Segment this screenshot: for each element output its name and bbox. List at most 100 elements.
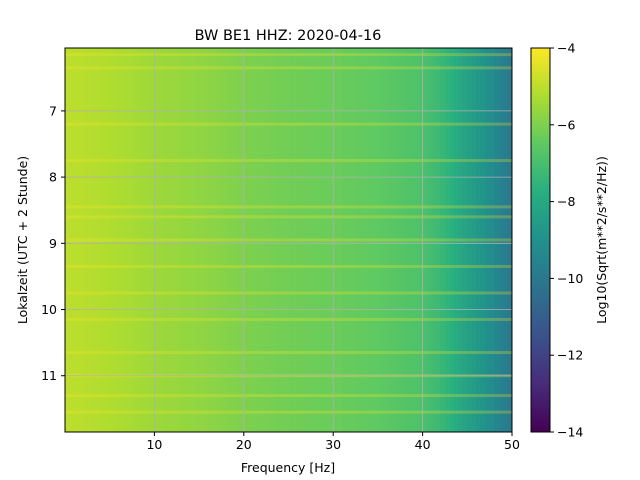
heatmap-column	[337, 48, 343, 432]
heatmap-column	[136, 48, 142, 432]
heatmap-column	[360, 48, 366, 432]
heatmap-column	[109, 48, 115, 432]
colorbar-tick-label: −10	[557, 271, 583, 286]
heatmap-column	[485, 48, 491, 432]
y-tick-label: 7	[49, 103, 57, 118]
heatmap-column	[306, 48, 312, 432]
x-axis-label: Frequency [Hz]	[241, 460, 335, 475]
heatmap-column	[342, 48, 348, 432]
heatmap-column	[140, 48, 147, 432]
heatmap-column	[351, 48, 357, 432]
colorbar-tick-label: −6	[557, 117, 575, 132]
plot-frame	[64, 47, 513, 433]
time-band	[65, 238, 512, 242]
heatmap-column	[368, 48, 375, 432]
colorbar	[530, 47, 551, 433]
heatmap-column	[154, 48, 160, 432]
heatmap-column	[427, 48, 433, 432]
heatmap-column	[444, 48, 451, 432]
heatmap-column	[377, 48, 383, 432]
heatmap-column	[243, 48, 249, 432]
heatmap-column	[297, 48, 303, 432]
heatmap-column	[462, 48, 468, 432]
x-tick-label: 30	[325, 437, 341, 452]
heatmap-column	[239, 48, 245, 432]
time-band	[65, 205, 512, 209]
heatmap-column	[216, 48, 223, 432]
heatmap-column	[181, 48, 187, 432]
time-band	[65, 215, 512, 219]
heatmap-column	[480, 48, 486, 432]
heatmap-column	[252, 48, 258, 432]
heatmap-column	[507, 48, 512, 432]
spectrogram-area	[65, 48, 512, 432]
heatmap-column	[96, 48, 102, 432]
colorbar-label: Log10(Sqrt(m**2/s**2/Hz))	[594, 156, 609, 324]
time-band	[65, 410, 512, 414]
heatmap-column	[284, 48, 290, 432]
y-axis-label: Lokalzeit (UTC + 2 Stunde)	[15, 156, 30, 324]
y-tick-label: 10	[41, 302, 57, 317]
heatmap-column	[476, 48, 482, 432]
heatmap-column	[449, 48, 455, 432]
heatmap-column	[127, 48, 133, 432]
time-band	[65, 394, 512, 398]
heatmap-column	[346, 48, 352, 432]
time-band	[65, 122, 512, 126]
y-tick-label: 8	[49, 170, 57, 185]
heatmap-column	[190, 48, 196, 432]
colorbar-axis: −4 −6 −8 −10 −12 −14	[550, 41, 583, 440]
heatmap-column	[440, 48, 446, 432]
heatmap-column	[203, 48, 209, 432]
heatmap-column	[230, 48, 236, 432]
heatmap-column	[489, 48, 495, 432]
heatmap-column	[328, 48, 334, 432]
heatmap-column	[386, 48, 392, 432]
heatmap-column	[301, 48, 307, 432]
heatmap-column	[503, 48, 509, 432]
heatmap-column	[458, 48, 464, 432]
heatmap-column	[324, 48, 330, 432]
heatmap-column	[431, 48, 437, 432]
heatmap-column	[248, 48, 254, 432]
heatmap-column	[498, 48, 504, 432]
y-tick-label: 11	[41, 368, 57, 383]
heatmap-column	[118, 48, 124, 432]
heatmap-column	[114, 48, 120, 432]
heatmap-column	[82, 48, 88, 432]
heatmap-column	[91, 48, 97, 432]
time-band	[65, 159, 512, 163]
heatmap-column	[105, 48, 111, 432]
heatmap-column	[123, 48, 129, 432]
heatmap-column	[413, 48, 419, 432]
heatmap-column	[395, 48, 401, 432]
heatmap-column	[100, 48, 106, 432]
heatmap-column	[270, 48, 276, 432]
heatmap-column	[163, 48, 169, 432]
colorbar-tick-label: −4	[557, 41, 575, 56]
heatmap-column	[225, 48, 231, 432]
heatmap-column	[494, 48, 500, 432]
time-band	[65, 291, 512, 295]
x-axis: 10 20 30 40 50	[146, 432, 520, 452]
heatmap-column	[145, 48, 151, 432]
colorbar-tick-label: −12	[557, 348, 583, 363]
heatmap-column	[261, 48, 267, 432]
heatmap-column	[212, 48, 218, 432]
heatmap-column	[404, 48, 410, 432]
y-tick-label: 9	[49, 236, 57, 251]
heatmap-column	[279, 48, 285, 432]
heatmap-column	[382, 48, 388, 432]
heatmap-column	[400, 48, 406, 432]
x-tick-label: 10	[146, 437, 162, 452]
heatmap-column	[467, 48, 473, 432]
heatmap-column	[194, 48, 200, 432]
heatmap-column	[87, 48, 93, 432]
grid-lines	[65, 48, 512, 432]
heatmap-columns	[65, 48, 512, 432]
x-tick-label: 20	[236, 437, 252, 452]
time-band	[65, 66, 512, 70]
time-band	[65, 53, 512, 57]
x-tick-label: 50	[504, 437, 520, 452]
